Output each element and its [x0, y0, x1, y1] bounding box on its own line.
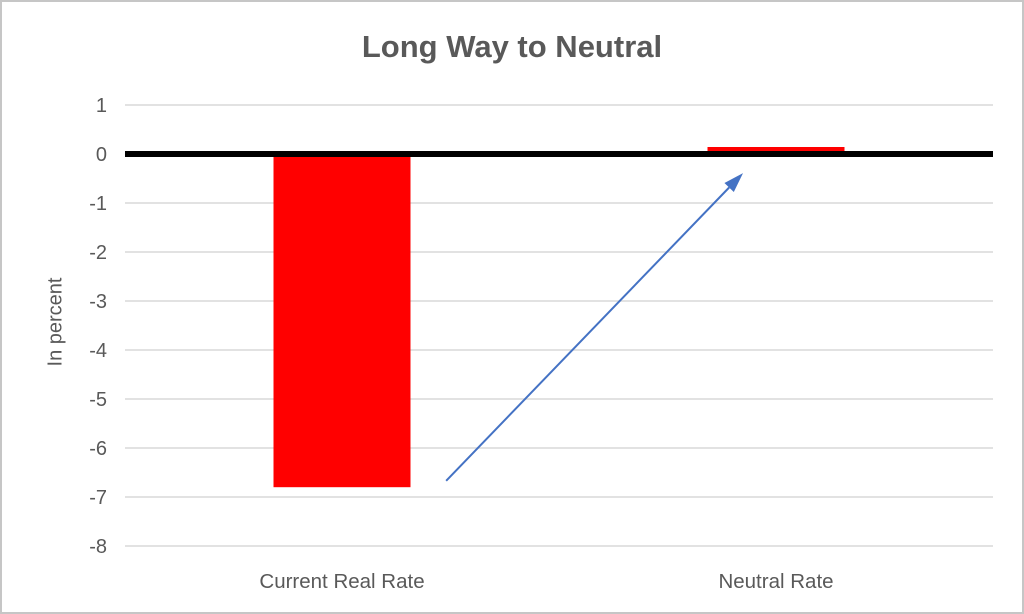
y-tick-label: -3	[89, 291, 107, 313]
y-tick-label: -4	[89, 340, 107, 362]
y-tick-label: -2	[89, 242, 107, 264]
bar-neutral-rate	[707, 147, 845, 151]
y-tick-label: -8	[89, 536, 107, 558]
y-tick-label: -1	[89, 193, 107, 215]
chart-title: Long Way to Neutral	[361, 29, 663, 64]
y-tick-label: 0	[96, 144, 107, 166]
x-category-label: Neutral Rate	[718, 570, 833, 593]
y-tick-label: -6	[89, 438, 107, 460]
x-category-label: Current Real Rate	[259, 570, 424, 593]
y-tick-label: -5	[89, 389, 107, 411]
y-tick-label: 1	[96, 95, 107, 117]
trend-arrow-head	[724, 173, 744, 193]
trend-arrow-shaft	[445, 186, 730, 482]
y-tick-label: -7	[89, 487, 107, 509]
bar-current-real-rate	[273, 157, 411, 488]
